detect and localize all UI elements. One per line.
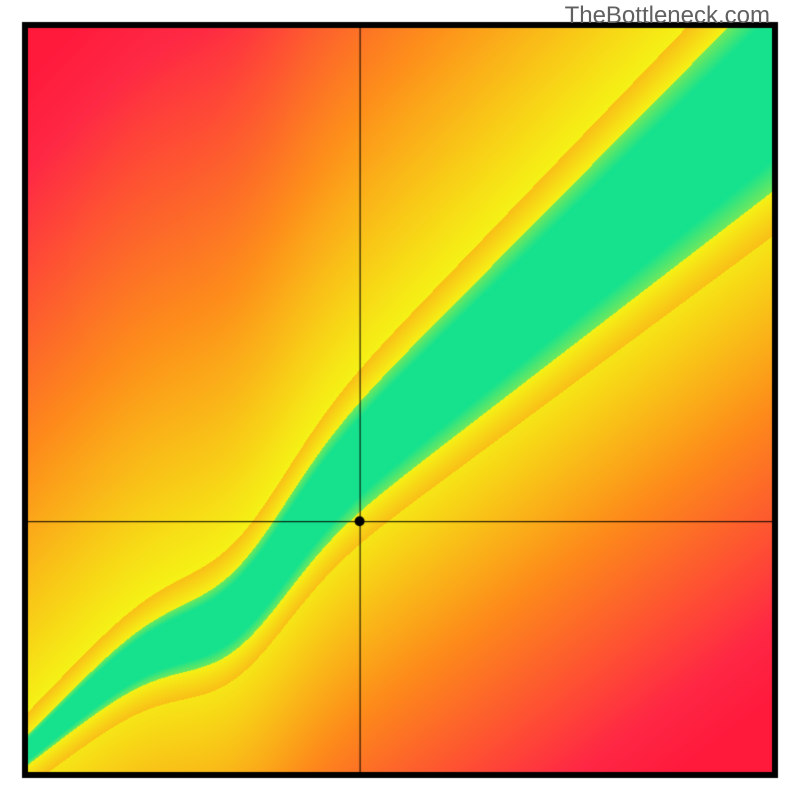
- watermark-text: TheBottleneck.com: [565, 2, 770, 30]
- bottleneck-heatmap: [0, 0, 800, 800]
- chart-container: TheBottleneck.com: [0, 0, 800, 800]
